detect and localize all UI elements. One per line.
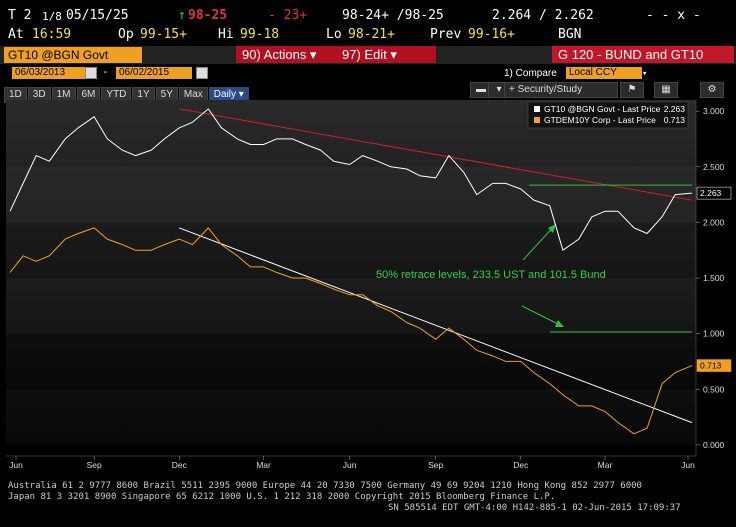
x-tick-label: Sep: [87, 460, 102, 470]
edit-button[interactable]: 97) Edit ▾: [336, 46, 436, 63]
legend: GT10 @BGN Govt - Last Price 2.263 GTDEM1…: [527, 101, 689, 129]
prev-label: Prev: [430, 27, 462, 42]
price-change: - 23+: [268, 8, 308, 23]
gear-icon[interactable]: ⚙: [700, 82, 724, 98]
last-label-box: [696, 359, 732, 372]
low-value: 98-21+: [348, 27, 395, 42]
chevron-down-icon[interactable]: ▾: [642, 69, 648, 79]
source-label: BGN: [558, 27, 582, 42]
coupon-fraction: 1/8: [42, 10, 62, 23]
change-arrow: ↑: [178, 8, 186, 23]
calendar-icon[interactable]: [196, 67, 208, 79]
actions-button[interactable]: 90) Actions ▾: [236, 46, 344, 63]
last-label-text: 2.263: [700, 188, 722, 198]
legend-item-bund: GTDEM10Y Corp - Last Price: [544, 115, 656, 125]
ticker: T 2: [8, 8, 32, 23]
legend-box: [527, 101, 689, 129]
x-tick-label: Dec: [172, 460, 188, 470]
date-separator: -: [102, 65, 109, 78]
x-tick-label: Sep: [428, 460, 443, 470]
trendline-1: [179, 227, 693, 424]
last-label-box: [696, 186, 732, 200]
compare-label[interactable]: 1) Compare: [504, 68, 557, 79]
y-tick-label: 3.000: [703, 106, 725, 116]
x-tick-label: Jun: [681, 460, 695, 470]
footer-contacts-2: Japan 81 3 3201 8900 Singapore 65 6212 1…: [8, 492, 556, 502]
x-tick-label: Mar: [256, 460, 271, 470]
chart-annotation: 50% retrace levels, 233.5 UST and 101.5 …: [376, 269, 606, 281]
y-tick-label: 2.000: [703, 217, 725, 227]
legend-item-gt10: GT10 @BGN Govt - Last Price: [544, 104, 661, 114]
security-study-label: Security/Study: [517, 84, 583, 95]
arrow-up-head: [548, 224, 556, 233]
footer-session: SN 585514 EDT GMT-4:00 H142-885-1 02-Jun…: [388, 503, 681, 513]
tab-daily[interactable]: Daily ▾: [208, 87, 249, 103]
y-tick-label: 0.500: [703, 384, 725, 394]
tab-3d[interactable]: 3D: [27, 87, 51, 103]
calendar-icon[interactable]: [85, 67, 97, 79]
x-tick-label: Dec: [513, 460, 529, 470]
plot-band: [6, 167, 696, 223]
maturity-date: 05/15/25: [66, 8, 129, 23]
plot-band: [6, 278, 696, 334]
security-bar: GT10 @BGN Govt 90) Actions ▾ 97) Edit ▾ …: [0, 46, 736, 64]
flag-icon[interactable]: ⚑: [620, 82, 644, 98]
currency-select[interactable]: Local CCY: [566, 67, 642, 79]
high-value: 99-18: [240, 27, 280, 42]
start-date-field[interactable]: 06/03/2013: [12, 67, 88, 79]
y-tick-label: 1.500: [703, 273, 725, 283]
last-price: 98-25: [188, 8, 228, 23]
grid-icon[interactable]: ▦: [654, 82, 678, 98]
range-tabs: 1D 3D 1M 6M YTD 1Y 5Y Max Daily ▾: [4, 82, 250, 103]
plot-band: [6, 389, 696, 445]
x-axis: Jun Sep Dec Mar Jun Sep Dec Mar Jun 2013 2014 2015: [6, 455, 696, 472]
legend-swatch-gt10: [534, 106, 540, 112]
x-year-label: 2013: [86, 470, 103, 472]
gt10-line: [9, 108, 693, 251]
plus-icon: +: [509, 84, 518, 95]
yields: 2.264 / 2.262: [492, 8, 594, 23]
x-tick-label: Jun: [343, 460, 357, 470]
open-label: Op: [118, 27, 134, 42]
last-label-text: 0.713: [700, 361, 722, 371]
x-tick-label: Jun: [9, 460, 23, 470]
x-year-label: 2014: [341, 470, 358, 472]
plot-bands: [6, 167, 696, 445]
quote-bar: T 2 1/8 05/15/25 ↑ 98-25 - 23+ 98-24+ /9…: [0, 8, 736, 26]
legend-swatch-bund: [534, 117, 540, 123]
chart-title: G 120 - BUND and GT10: [552, 46, 734, 63]
at-label: At: [8, 27, 24, 42]
at-value: 16:59: [32, 27, 72, 42]
annotation-arrows: [521, 223, 564, 327]
legend-value-gt10: 2.263: [664, 104, 686, 114]
chart-area[interactable]: 3.000 2.500 2.000 1.500 1.000 0.500 0.000 Jun S…: [0, 100, 736, 472]
arrow-down-head: [555, 320, 564, 327]
open-value: 99-15+: [140, 27, 187, 42]
security-field[interactable]: GT10 @BGN Govt: [4, 47, 142, 63]
end-date-field[interactable]: 06/02/2015: [116, 67, 192, 79]
series-lines: [9, 108, 693, 435]
legend-value-bund: 0.713: [664, 115, 686, 125]
plot-background: [6, 100, 696, 456]
low-label: Lo: [326, 27, 342, 42]
x-year-label: 2015: [597, 470, 614, 472]
y-tick-label: 1.000: [703, 329, 725, 339]
tab-max[interactable]: Max: [178, 87, 208, 103]
y-axis: 3.000 2.500 2.000 1.500 1.000 0.500 0.000: [695, 100, 725, 456]
y-tick-label: 2.500: [703, 162, 725, 172]
x-tick-label: Mar: [598, 460, 613, 470]
arrow-down-line: [521, 305, 563, 327]
range-bar: 06/03/2013 - 06/02/2015 1) Compare Local…: [0, 65, 736, 80]
window-controls[interactable]: - - x -: [646, 8, 701, 23]
stats-bar: At 16:59 Op 99-15+ Hi 99-18 Lo 98-21+ Pr…: [0, 27, 736, 45]
bund-line: [9, 227, 693, 435]
y-tick-label: 0.000: [703, 440, 725, 450]
prev-value: 99-16+: [468, 27, 515, 42]
footer-contacts-1: Australia 61 2 9777 8600 Brazil 5511 239…: [8, 481, 642, 491]
security-study-button[interactable]: + Security/Study: [504, 82, 618, 98]
last-price-labels: 2.263 0.713: [696, 186, 732, 372]
high-label: Hi: [218, 27, 234, 42]
bid-ask: 98-24+ /98-25: [342, 8, 444, 23]
retrace-levels: [529, 184, 692, 333]
